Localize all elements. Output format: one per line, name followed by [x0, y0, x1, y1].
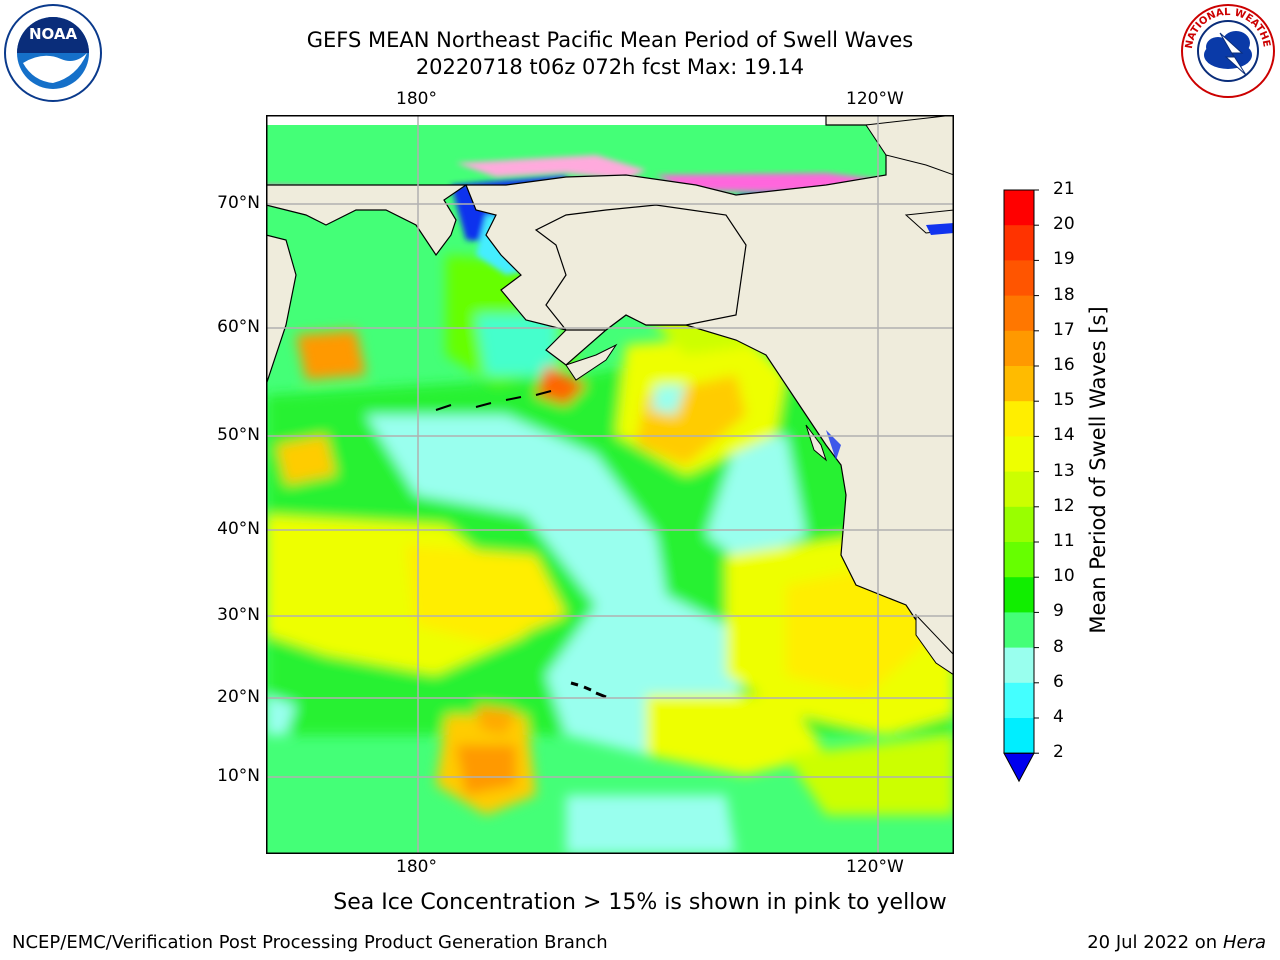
colorbar-segment	[1004, 718, 1034, 754]
lat-label-30n: 30°N	[217, 605, 260, 625]
colorbar-segment	[1004, 190, 1034, 226]
lon-label-bottom-120w: 120°W	[846, 857, 904, 877]
colorbar-segment	[1004, 260, 1034, 297]
lat-label-50n: 50°N	[217, 425, 260, 445]
colorbar-tick-label: 14	[1053, 425, 1075, 446]
colorbar-segment	[1004, 330, 1034, 367]
colorbar-tick-label: 21	[1053, 179, 1075, 199]
chart-title: GEFS MEAN Northeast Pacific Mean Period …	[306, 28, 914, 52]
colorbar-segment	[1004, 401, 1034, 437]
noaa-logo: NOAA	[4, 4, 102, 102]
colorbar-tick-label: 16	[1053, 355, 1075, 375]
lat-label-10n: 10°N	[217, 766, 260, 786]
lon-label-top-180: 180°	[396, 89, 437, 109]
footer-date: 20 Jul 2022 on Hera	[1087, 932, 1266, 953]
colorbar-segment	[1004, 612, 1034, 649]
colorbar-segment	[1004, 366, 1034, 402]
colorbar-tick-label: 17	[1053, 319, 1075, 340]
lon-label-top-120w: 120°W	[846, 89, 904, 109]
land-asia	[266, 115, 468, 257]
colorbar-extend-arrow	[1003, 752, 1035, 783]
colorbar-segment	[1004, 471, 1034, 508]
colorbar-tick-label: 2	[1053, 742, 1064, 763]
colorbar	[1003, 189, 1039, 783]
colorbar-segment	[1004, 436, 1034, 473]
sea-ice-caption: Sea Ice Concentration > 15% is shown in …	[333, 890, 947, 915]
colorbar-tick-label: 6	[1053, 671, 1064, 692]
colorbar-segment	[1004, 225, 1034, 261]
colorbar-segment	[1004, 647, 1034, 684]
colorbar-segment	[1004, 577, 1034, 613]
lat-label-60n: 60°N	[217, 317, 260, 337]
colorbar-segment	[1004, 506, 1034, 543]
colorbar-segment	[1004, 295, 1034, 332]
map-panel	[266, 115, 954, 854]
colorbar-tick-label: 13	[1053, 460, 1075, 481]
footer-host: Hera	[1222, 932, 1266, 953]
chart-subtitle: 20220718 t06z 072h fcst Max: 19.14	[415, 55, 805, 79]
colorbar-tick-label: 9	[1053, 601, 1064, 622]
lat-label-70n: 70°N	[217, 193, 260, 213]
nws-logo: NATIONAL WEATHER SERVICE	[1180, 3, 1275, 98]
colorbar-tick-label: 4	[1053, 707, 1064, 727]
colorbar-tick-label: 11	[1053, 531, 1075, 551]
colorbar-tick-label: 12	[1053, 495, 1075, 516]
colorbar-tick-label: 18	[1053, 284, 1075, 305]
hawaii-islands	[570, 681, 607, 699]
colorbar-tick-label: 10	[1053, 566, 1075, 587]
lon-label-bottom-180: 180°	[396, 857, 437, 877]
colorbar-tick-label: 19	[1053, 249, 1075, 270]
colorbar-segment	[1004, 542, 1034, 578]
colorbar-segment	[1004, 682, 1034, 719]
lat-label-20n: 20°N	[217, 687, 260, 707]
footer-date-text: 20 Jul 2022 on	[1087, 932, 1223, 953]
colorbar-tick-label: 15	[1053, 390, 1075, 411]
colorbar-tick-label: 20	[1053, 214, 1075, 235]
colorbar-label: Mean Period of Swell Waves [s]	[1086, 306, 1110, 634]
colorbar-tick-label: 8	[1053, 636, 1064, 657]
graticule	[266, 115, 954, 854]
lat-label-40n: 40°N	[217, 519, 260, 539]
noaa-logo-text: NOAA	[29, 25, 78, 43]
footer-branch: NCEP/EMC/Verification Post Processing Pr…	[12, 932, 608, 953]
